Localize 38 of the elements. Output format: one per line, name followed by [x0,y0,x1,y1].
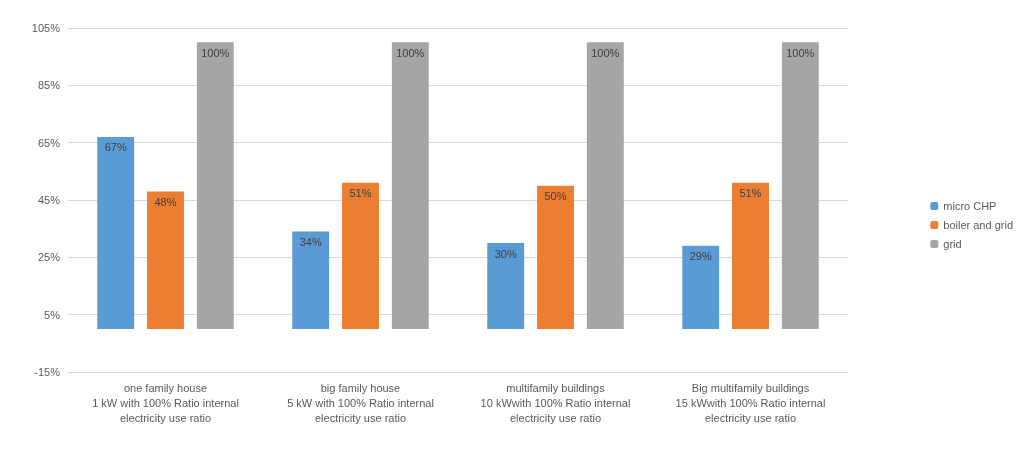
x-tick-label: Big multifamily buildings 15 kWwith 100% Ratio internal electricity use ratio [675,381,826,424]
data-label: 100% [396,46,425,59]
y-tick-label: 85% [37,79,61,92]
data-label: 100% [201,46,230,59]
bar [391,42,429,329]
bar [147,191,184,329]
x-tick-label: multifamily buildings 10 kWwith 100% Ratio internal electricity use ratio [480,381,631,424]
y-tick-label: 25% [37,251,61,264]
legend-label: grid [943,238,962,250]
bar [682,245,720,329]
bar [586,42,624,329]
bar [487,243,525,329]
data-label: 100% [591,46,620,59]
y-tick-label: 5% [44,308,61,321]
data-label: 100% [786,46,815,59]
data-label: 50% [544,190,567,203]
bar [732,182,769,329]
data-label: 51% [739,187,762,200]
legend-label: micro CHP [943,200,997,212]
y-tick-label: 45% [37,194,61,206]
x-tick-label: big family house 5 kW with 100% Ratio internal electricity use ratio [287,381,434,424]
data-label: 34% [299,236,322,249]
data-label: 30% [494,247,517,260]
data-label: 67% [104,141,127,154]
data-label: 48% [154,195,177,208]
x-tick-label: one family house 1 kW with 100% Ratio internal electricity use ratio [92,381,239,424]
y-tick-label: 105% [31,22,61,34]
bar [537,185,574,329]
data-label: 51% [349,187,372,200]
y-tick-label: 65% [37,136,61,149]
bar [196,42,234,329]
bar [292,231,330,329]
bar [97,136,135,329]
bar [342,182,379,329]
bar [781,42,819,329]
legend-label: boiler and grid [943,219,1014,231]
data-label: 29% [689,250,712,263]
y-tick-label: -15% [34,366,61,378]
